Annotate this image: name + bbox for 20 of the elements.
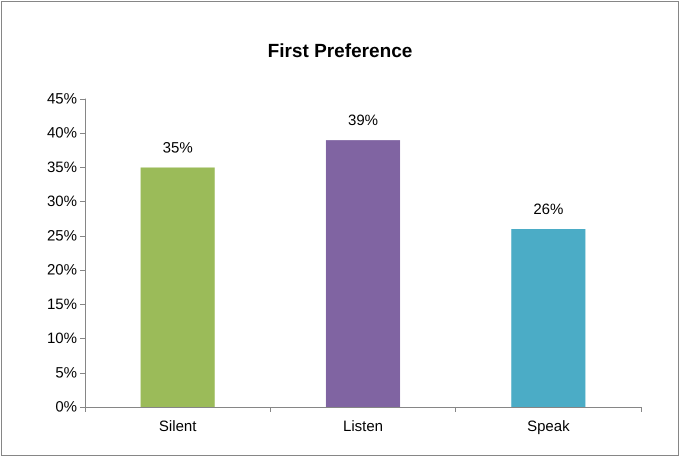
y-tick-label: 30% [46,193,77,210]
x-tick-label: Speak [527,418,570,435]
y-tick-label: 40% [46,124,77,142]
data-label: 39% [348,112,378,130]
chart-title: First Preference [268,41,412,62]
x-tick-label: Listen [342,418,384,435]
y-tick-label: 15% [46,296,77,313]
y-tick-label: 10% [46,330,77,348]
y-tick-label: 20% [46,262,77,279]
bar [326,140,400,407]
y-tick-label: 45% [46,90,77,108]
bar [140,167,215,407]
data-label: 35% [162,139,193,156]
y-tick-label: 0% [55,398,77,416]
data-label: 26% [533,201,564,218]
bar [511,229,586,407]
y-tick-label: 25% [46,227,77,244]
y-tick-label: 5% [55,364,77,382]
y-tick-label: 35% [46,158,77,176]
x-tick-label: Silent [158,418,198,435]
